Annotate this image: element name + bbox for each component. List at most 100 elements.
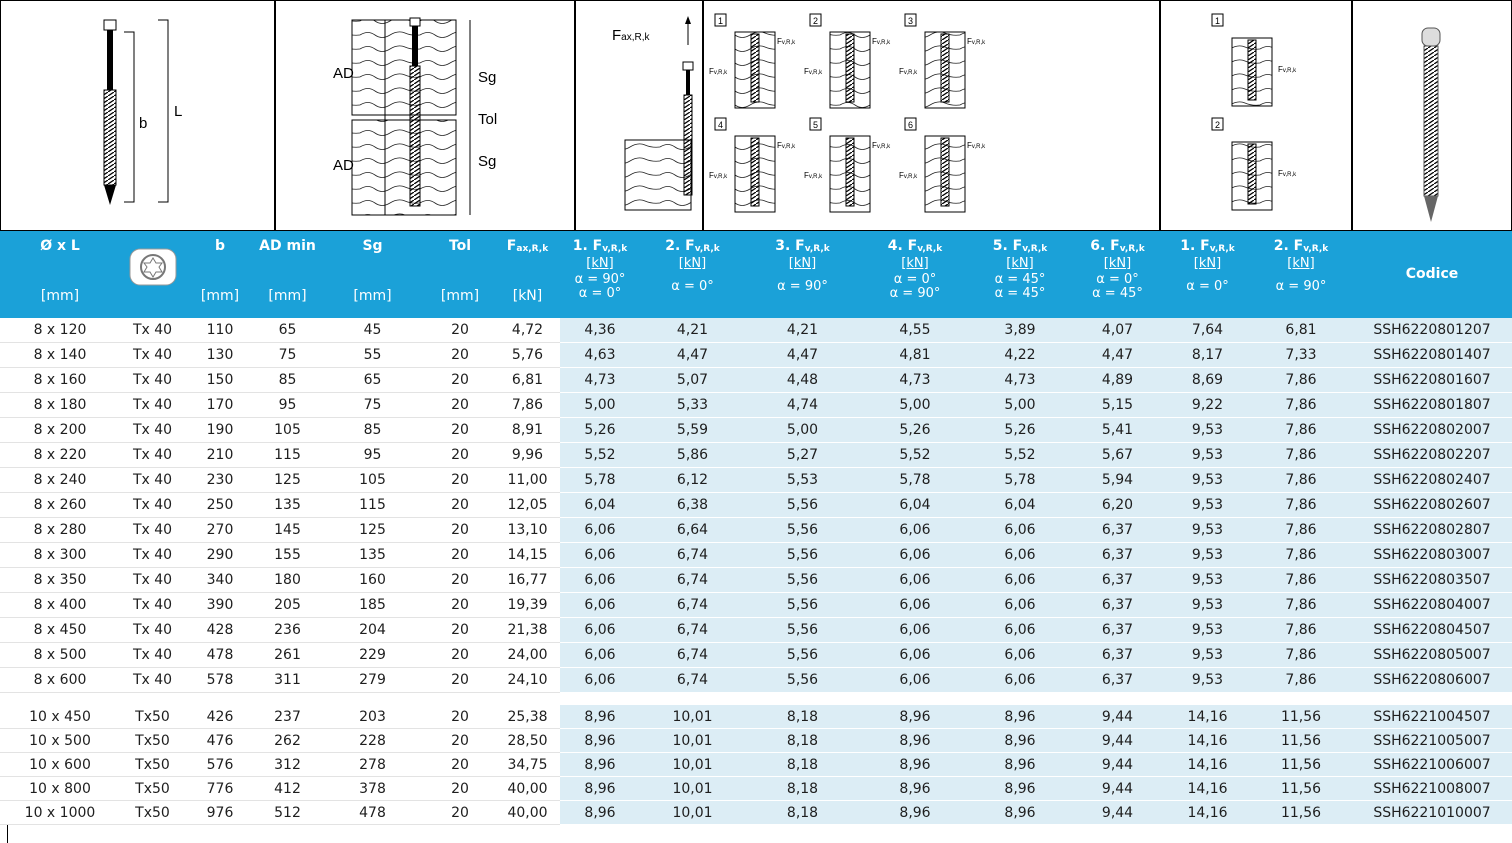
header-label: Fax,R,k [495,239,560,256]
table-cell: 6,12 [676,472,709,488]
header-cell: 3. Fv,R,k [kN] α = 90° [745,231,860,318]
force-symbol: F [967,37,972,46]
force-symbol: F [872,37,877,46]
header-unit: [kN] [1103,256,1132,271]
panel-number-box [714,13,727,27]
table-cell: 4,55 [899,322,931,338]
header-cell: 5. Fv,R,k [kN] α = 45° α = 45° [970,231,1070,318]
table-cell: Tx 40 [132,622,173,638]
table-cell: 7,86 [1285,522,1317,538]
header-unit: [kN] [1006,256,1034,271]
table-cell: 185 [359,597,386,613]
row-bg-left [0,493,560,518]
header-unit: [kN] [678,256,707,271]
table-cell: 20 [451,733,469,749]
table-cell: 8 x 260 [33,497,87,513]
table-cell: 4,73 [899,372,931,388]
table-cell: 9,44 [1101,805,1134,821]
force-sub: v,R,k [714,70,728,76]
force-label: Fv,R,k [804,171,823,180]
table-cell: 5,86 [676,447,709,463]
table-cell: 85 [278,372,297,388]
force-symbol: F [777,141,782,150]
table-cell: 8,17 [1191,347,1224,363]
row-bg-blue [560,418,1512,443]
table-cell: 20 [451,422,469,438]
table-cell: Tx 40 [132,672,173,688]
table-cell: 7,86 [1285,422,1317,438]
table-cell: 11,56 [1280,757,1322,773]
table-cell: 3,89 [1004,322,1036,338]
table-cell: 9,53 [1191,447,1224,463]
table-cell: 40,00 [507,805,548,821]
header-label-text: b [214,238,226,254]
table-cell: 28,50 [507,733,548,749]
angle-label: α = 0° [893,272,937,287]
unit-wrap: [kN] [560,256,640,271]
table-cell: SSH6221006007 [1373,757,1491,773]
header-cell: 1. Fv,R,k [kN] α = 90° α = 0° [560,231,640,318]
header-label-text: AD min [259,238,316,254]
table-cell: 6,06 [899,572,931,588]
table-cell: 4,73 [584,372,616,388]
table-cell: 6,74 [676,597,709,613]
table-cell: 10,01 [672,709,713,725]
table-cell: 20 [451,547,469,563]
table-cell: 576 [206,757,234,773]
table-cell: Tx 40 [132,322,173,338]
screw [1247,143,1257,205]
table-cell: 8,96 [1004,781,1036,797]
header-label: Ø x L [0,239,120,254]
panel-number-box [1211,117,1224,131]
table-cell: 9,53 [1191,572,1224,588]
header-label: 1. Fv,R,k [560,239,640,256]
table-cell: 8,96 [1004,709,1036,725]
table-cell: 6,06 [899,547,931,563]
header-label-text: Tol [448,238,472,254]
table-cell: 6,64 [676,522,709,538]
table-cell: 7,86 [1285,447,1317,463]
header-label-text: F [506,238,517,254]
table-cell: 9,44 [1101,757,1134,773]
table-cell: 8 x 240 [33,472,87,488]
table-cell: 7,86 [511,397,544,413]
row-bg-blue [560,777,1512,801]
table-cell: 75 [363,397,382,413]
force-sub: v,R,k [714,174,728,180]
header-unit: [kN] [901,256,929,271]
table-cell: 8,18 [786,709,819,725]
row-bg-blue [560,568,1512,593]
table-cell: Tx50 [135,709,170,725]
header-subscript: v,R,k [602,244,628,254]
table-cell: 9,53 [1191,497,1224,513]
table-cell: 9,53 [1191,547,1224,563]
table-cell: 4,72 [511,322,544,338]
table-cell: 8,96 [584,805,616,821]
table-cell: 6,06 [899,622,931,638]
table-cell: 11,56 [1280,781,1322,797]
panel-number-box [1211,13,1224,27]
table-cell: SSH6220802607 [1373,497,1491,513]
force-label: Fax,R,k [612,27,651,44]
table-cell: 5,56 [786,647,819,663]
angle-label: α = 45° [1092,286,1143,301]
unit-wrap: [kN] [745,256,860,271]
force-symbol: F [709,171,714,180]
table-cell: SSH6220801607 [1373,372,1491,388]
panel-number: 1 [718,16,723,26]
angle-label: α = 0° [1186,279,1229,294]
table-cell: 20 [451,572,469,588]
row-bg-blue [560,593,1512,618]
table-cell: 105 [274,422,301,438]
table-cell: 8,69 [1191,372,1224,388]
row-bg-blue [560,318,1512,343]
table-cell: 8,96 [899,781,931,797]
screw [940,137,950,207]
header-label: 6. Fv,R,k [1070,239,1165,256]
angle-block: α = 0° α = 90° [860,273,970,301]
table-cell: 8 x 350 [33,572,87,588]
table-cell: 6,37 [1101,597,1134,613]
table-cell: 5,56 [786,597,819,613]
table-cell: 6,37 [1101,672,1134,688]
